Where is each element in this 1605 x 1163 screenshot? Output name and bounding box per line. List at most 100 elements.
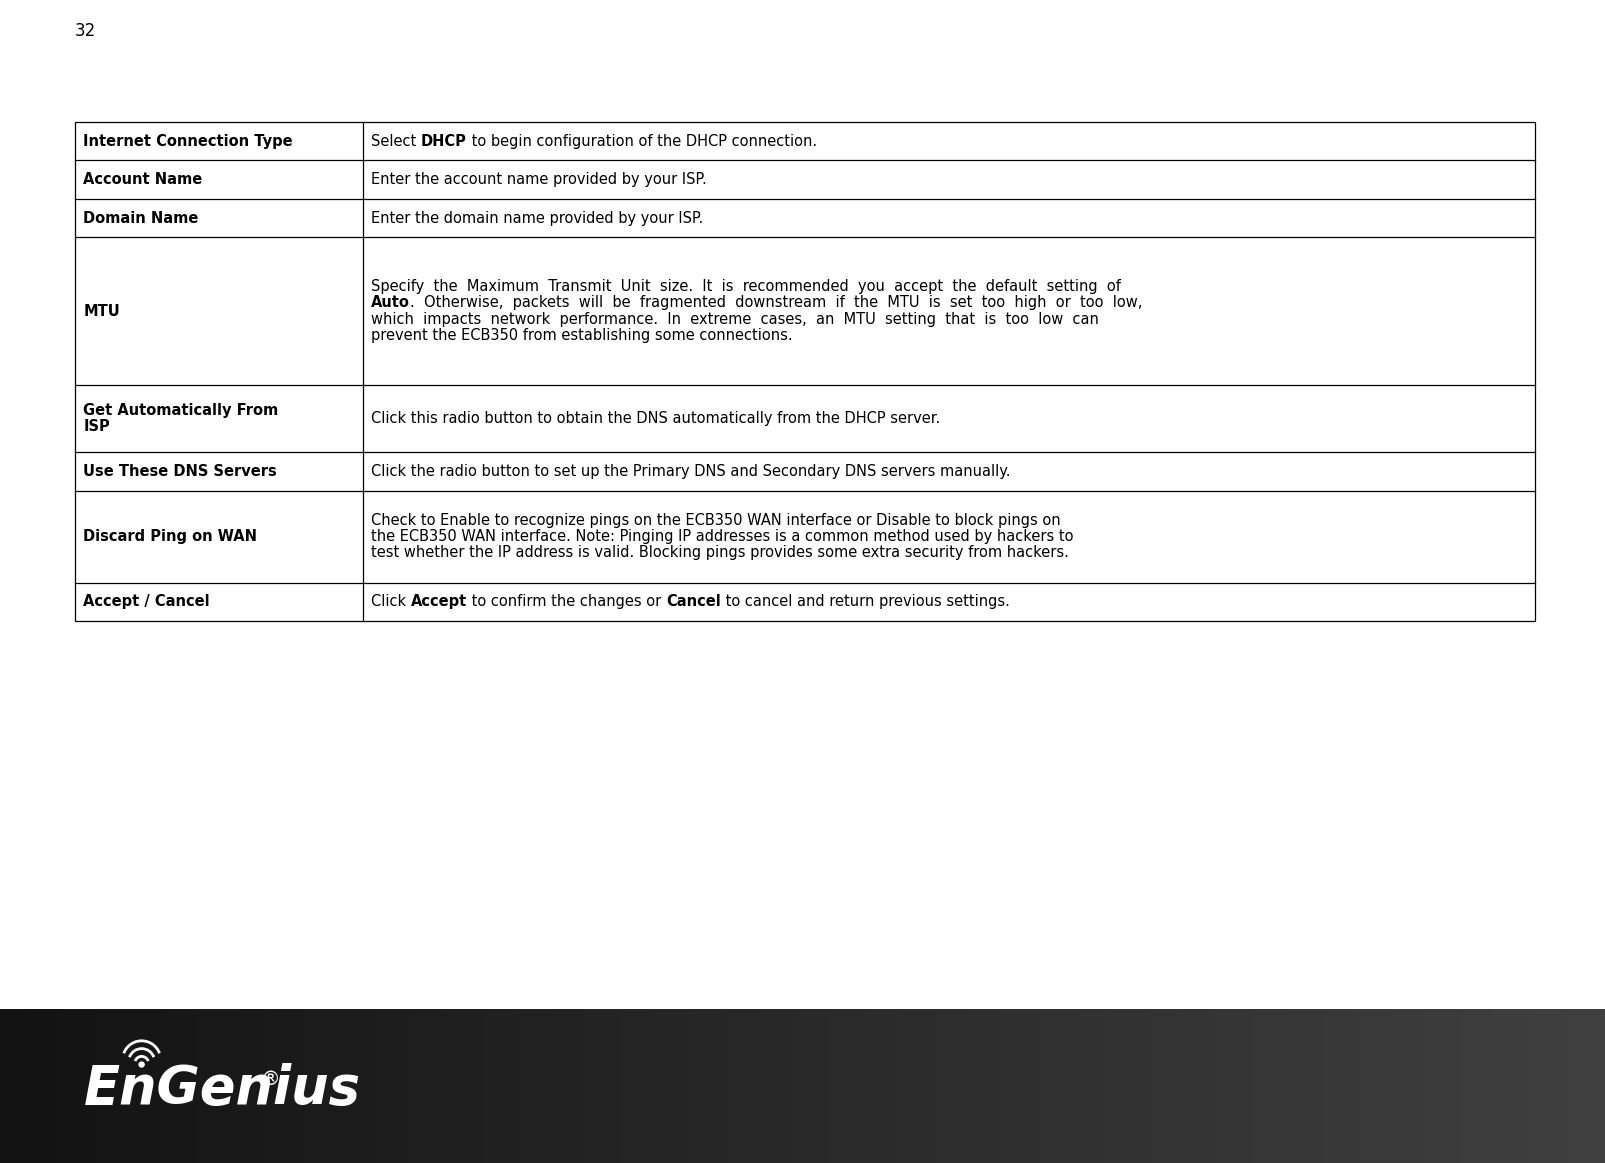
- Bar: [1465, 1009, 1472, 1163]
- Bar: [807, 1009, 814, 1163]
- Bar: [422, 1009, 429, 1163]
- Bar: [743, 1009, 750, 1163]
- Bar: [27, 1009, 34, 1163]
- Bar: [1151, 1009, 1157, 1163]
- Bar: [1396, 1009, 1403, 1163]
- Bar: [855, 1009, 862, 1163]
- Bar: [814, 1009, 820, 1163]
- Bar: [894, 1009, 900, 1163]
- Bar: [149, 1009, 156, 1163]
- Bar: [823, 1009, 830, 1163]
- Bar: [1600, 1009, 1605, 1163]
- Bar: [37, 1009, 43, 1163]
- Bar: [1091, 1009, 1098, 1163]
- Bar: [1584, 1009, 1591, 1163]
- Bar: [1225, 1009, 1231, 1163]
- Bar: [91, 1009, 98, 1163]
- Bar: [754, 1009, 761, 1163]
- Text: ®: ®: [260, 1070, 279, 1089]
- Bar: [11, 1009, 18, 1163]
- Bar: [1472, 1009, 1478, 1163]
- Bar: [578, 1009, 584, 1163]
- Bar: [502, 1009, 509, 1163]
- Bar: [1048, 1009, 1054, 1163]
- Bar: [80, 1009, 87, 1163]
- Bar: [1247, 1009, 1254, 1163]
- Bar: [775, 1009, 782, 1163]
- Bar: [942, 1009, 949, 1163]
- Bar: [85, 1009, 91, 1163]
- Bar: [851, 1009, 857, 1163]
- Bar: [1199, 1009, 1205, 1163]
- Bar: [867, 1009, 873, 1163]
- Bar: [133, 1009, 140, 1163]
- Bar: [910, 1009, 916, 1163]
- Bar: [904, 1009, 910, 1163]
- Bar: [75, 1009, 82, 1163]
- Text: test whether the IP address is valid. Blocking pings provides some extra securit: test whether the IP address is valid. Bl…: [371, 545, 1069, 561]
- Bar: [1514, 1009, 1520, 1163]
- Bar: [209, 1009, 215, 1163]
- Bar: [64, 1009, 71, 1163]
- Bar: [1525, 1009, 1531, 1163]
- Bar: [557, 1009, 563, 1163]
- Bar: [390, 1009, 396, 1163]
- Bar: [230, 1009, 236, 1163]
- Bar: [112, 1009, 119, 1163]
- Bar: [140, 1009, 146, 1163]
- Text: which  impacts  network  performance.  In  extreme  cases,  an  MTU  setting  th: which impacts network performance. In ex…: [371, 312, 1098, 327]
- Text: DHCP: DHCP: [421, 134, 467, 149]
- Bar: [899, 1009, 905, 1163]
- Bar: [353, 1009, 360, 1163]
- Bar: [101, 1009, 108, 1163]
- Bar: [786, 1009, 793, 1163]
- Bar: [1594, 1009, 1600, 1163]
- Bar: [791, 1009, 798, 1163]
- Bar: [567, 1009, 573, 1163]
- Bar: [96, 1009, 103, 1163]
- Text: Accept: Accept: [411, 594, 467, 609]
- Bar: [172, 1009, 178, 1163]
- Bar: [1493, 1009, 1499, 1163]
- Text: to confirm the changes or: to confirm the changes or: [467, 594, 666, 609]
- Bar: [193, 1009, 199, 1163]
- Bar: [0, 1009, 6, 1163]
- Bar: [594, 1009, 600, 1163]
- Bar: [417, 1009, 424, 1163]
- Bar: [332, 1009, 339, 1163]
- Bar: [1087, 1009, 1093, 1163]
- Bar: [1027, 1009, 1034, 1163]
- Bar: [1311, 1009, 1318, 1163]
- Text: to cancel and return previous settings.: to cancel and return previous settings.: [721, 594, 1010, 609]
- Bar: [562, 1009, 568, 1163]
- Bar: [1477, 1009, 1483, 1163]
- Bar: [525, 1009, 531, 1163]
- Bar: [984, 1009, 990, 1163]
- Bar: [1156, 1009, 1162, 1163]
- Bar: [124, 1009, 130, 1163]
- Bar: [862, 1009, 868, 1163]
- Bar: [1236, 1009, 1242, 1163]
- Bar: [1509, 1009, 1515, 1163]
- Bar: [1107, 1009, 1114, 1163]
- Bar: [108, 1009, 114, 1163]
- Bar: [605, 1009, 612, 1163]
- Bar: [1332, 1009, 1339, 1163]
- Bar: [493, 1009, 499, 1163]
- Bar: [305, 1009, 311, 1163]
- Bar: [878, 1009, 884, 1163]
- Bar: [546, 1009, 552, 1163]
- Bar: [498, 1009, 504, 1163]
- Bar: [1305, 1009, 1311, 1163]
- Bar: [518, 1009, 525, 1163]
- Bar: [1321, 1009, 1327, 1163]
- Bar: [1578, 1009, 1584, 1163]
- Bar: [1327, 1009, 1334, 1163]
- Bar: [75, 122, 1534, 621]
- Bar: [653, 1009, 660, 1163]
- Bar: [396, 1009, 403, 1163]
- Text: to begin configuration of the DHCP connection.: to begin configuration of the DHCP conne…: [467, 134, 817, 149]
- Bar: [1167, 1009, 1173, 1163]
- Bar: [631, 1009, 637, 1163]
- Bar: [1589, 1009, 1595, 1163]
